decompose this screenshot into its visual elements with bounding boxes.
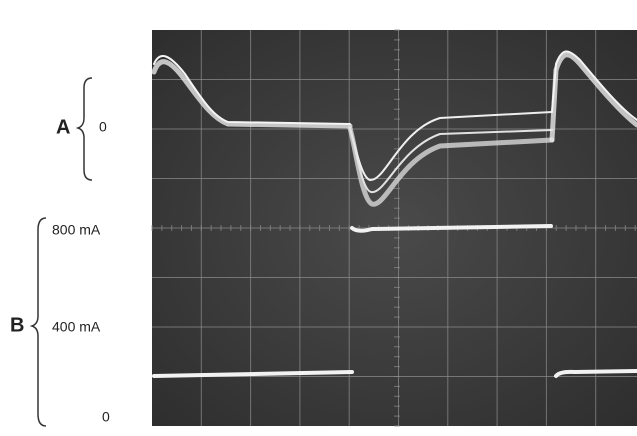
channel-a-label: A [56,116,70,138]
channel-b-level: 800 mA [52,222,101,238]
channel-b-level: 0 [102,409,110,425]
channel-b-level: 400 mA [52,319,101,335]
channel-a-zero: 0 [99,119,107,135]
trace-a [151,50,637,207]
channel-b-label: B [10,314,24,336]
trace-b [152,224,637,378]
brace-b [29,217,47,427]
brace-a [75,77,93,181]
